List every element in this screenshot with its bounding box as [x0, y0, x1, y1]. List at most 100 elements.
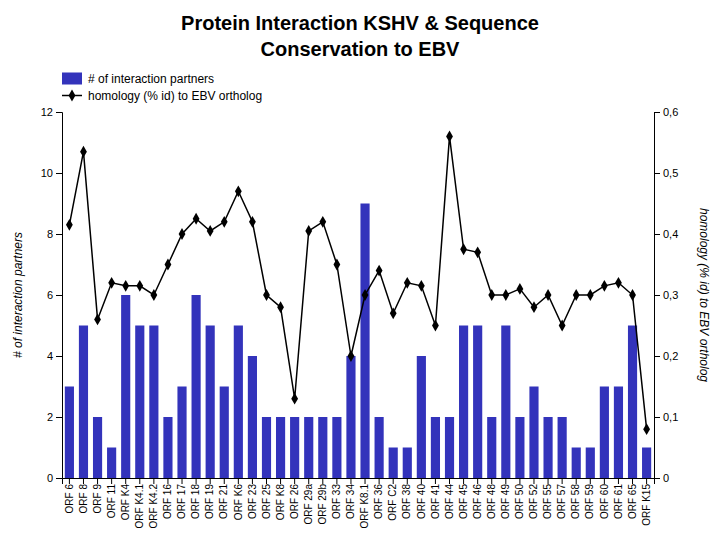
tick: ORF C2 — [387, 478, 398, 521]
marker — [446, 131, 453, 143]
marker — [390, 307, 397, 319]
tick-label: ORF 23 — [247, 484, 258, 519]
bar — [192, 295, 201, 478]
bar — [163, 417, 172, 478]
marks — [65, 131, 651, 478]
tick: ORF 33 — [331, 478, 342, 519]
bar — [375, 417, 384, 478]
tick: 0,1 — [654, 411, 678, 423]
bar — [346, 356, 355, 478]
tick-label: ORF 46 — [472, 484, 483, 519]
bar — [459, 326, 468, 479]
tick-mark — [548, 478, 549, 484]
tick: ORF 8 — [78, 478, 89, 513]
tick: ORF 6 — [64, 478, 75, 513]
tick-mark — [654, 173, 660, 174]
tick-label: ORF 16 — [162, 484, 173, 519]
bar — [121, 295, 130, 478]
tick-label: ORF 29a — [303, 484, 314, 525]
marker — [235, 185, 242, 197]
bar — [586, 448, 595, 479]
tick-label: ORF K8 — [275, 484, 286, 521]
x-axis: ORF 6ORF 8ORF 9ORF 11ORF K4ORF K4.1ORF K… — [63, 478, 655, 528]
tick-label: ORF K4.2 — [148, 484, 159, 529]
tick-label: 12 — [41, 106, 53, 118]
tick-label: ORF 40 — [416, 484, 427, 519]
legend: # of interaction partners homology (% id)… — [62, 72, 262, 103]
tick-label: ORF 61 — [613, 484, 624, 519]
tick-mark — [604, 478, 605, 484]
tick: 2 — [47, 411, 62, 423]
tick: ORF K4.2 — [148, 478, 159, 528]
tick-mark — [407, 478, 408, 484]
tick-label: ORF 49 — [500, 484, 511, 519]
tick: ORF 65 — [627, 478, 638, 519]
marker — [559, 320, 566, 332]
tick-mark — [167, 478, 168, 484]
tick-label: ORF 29b — [317, 484, 328, 525]
tick-mark — [449, 478, 450, 484]
plot: 02468101200,10,20,30,40,50,6ORF 6ORF 8OR… — [11, 106, 711, 528]
tick-label: ORF 18 — [190, 484, 201, 519]
tick-mark — [69, 478, 70, 484]
tick: ORF 36 — [373, 478, 384, 519]
tick: ORF 17 — [176, 478, 187, 519]
tick-label: ORF 21 — [218, 484, 229, 519]
tick: ORF 57 — [556, 478, 567, 519]
tick-label: ORF 33 — [331, 484, 342, 519]
tick-mark — [308, 478, 309, 484]
tick-mark — [182, 478, 183, 484]
bar-series — [65, 204, 651, 479]
marker — [460, 243, 467, 255]
tick: ORF 26 — [289, 478, 300, 519]
tick-mark — [618, 478, 619, 484]
tick-mark — [97, 478, 98, 484]
bar — [403, 448, 412, 479]
tick-label: 0 — [663, 472, 669, 484]
tick: ORF 9 — [92, 478, 103, 513]
tick-mark — [322, 478, 323, 484]
tick-label: ORF 50 — [514, 484, 525, 519]
tick: ORF K15 — [641, 478, 652, 526]
bar — [248, 356, 257, 478]
bar — [318, 417, 327, 478]
marker — [643, 423, 650, 435]
marker — [249, 216, 256, 228]
tick-mark — [196, 478, 197, 484]
legend-label: homology (% id) to EBV ortholog — [88, 89, 262, 103]
tick-label: ORF C2 — [387, 484, 398, 521]
tick-mark — [519, 478, 520, 484]
tick-mark — [224, 478, 225, 484]
bar — [262, 417, 271, 478]
tick-mark — [210, 478, 211, 484]
tick: ORF 48 — [486, 478, 497, 519]
tick-mark — [83, 478, 84, 484]
bar — [529, 387, 538, 479]
marker — [502, 289, 509, 301]
line — [69, 136, 646, 429]
tick: 0,5 — [654, 167, 678, 179]
tick: 12 — [41, 106, 62, 118]
marker — [165, 259, 172, 271]
tick: ORF 29b — [317, 478, 328, 525]
marker — [545, 289, 552, 301]
tick-mark — [252, 478, 253, 484]
tick-label: 0,3 — [663, 289, 678, 301]
tick-label: ORF 36 — [373, 484, 384, 519]
tick-label: ORF 45 — [458, 484, 469, 519]
bar — [149, 326, 158, 479]
tick: 0,3 — [654, 289, 678, 301]
tick-mark — [336, 478, 337, 484]
legend-item: # of interaction partners — [62, 72, 214, 86]
tick-label: 8 — [47, 228, 53, 240]
tick: ORF 46 — [472, 478, 483, 519]
tick-mark — [421, 478, 422, 484]
tick-label: 4 — [47, 350, 53, 362]
tick: ORF 45 — [458, 478, 469, 519]
marker — [333, 259, 340, 271]
marker — [348, 350, 355, 362]
tick-mark — [280, 478, 281, 484]
bar — [614, 387, 623, 479]
marker — [319, 216, 326, 228]
marker — [122, 280, 129, 292]
